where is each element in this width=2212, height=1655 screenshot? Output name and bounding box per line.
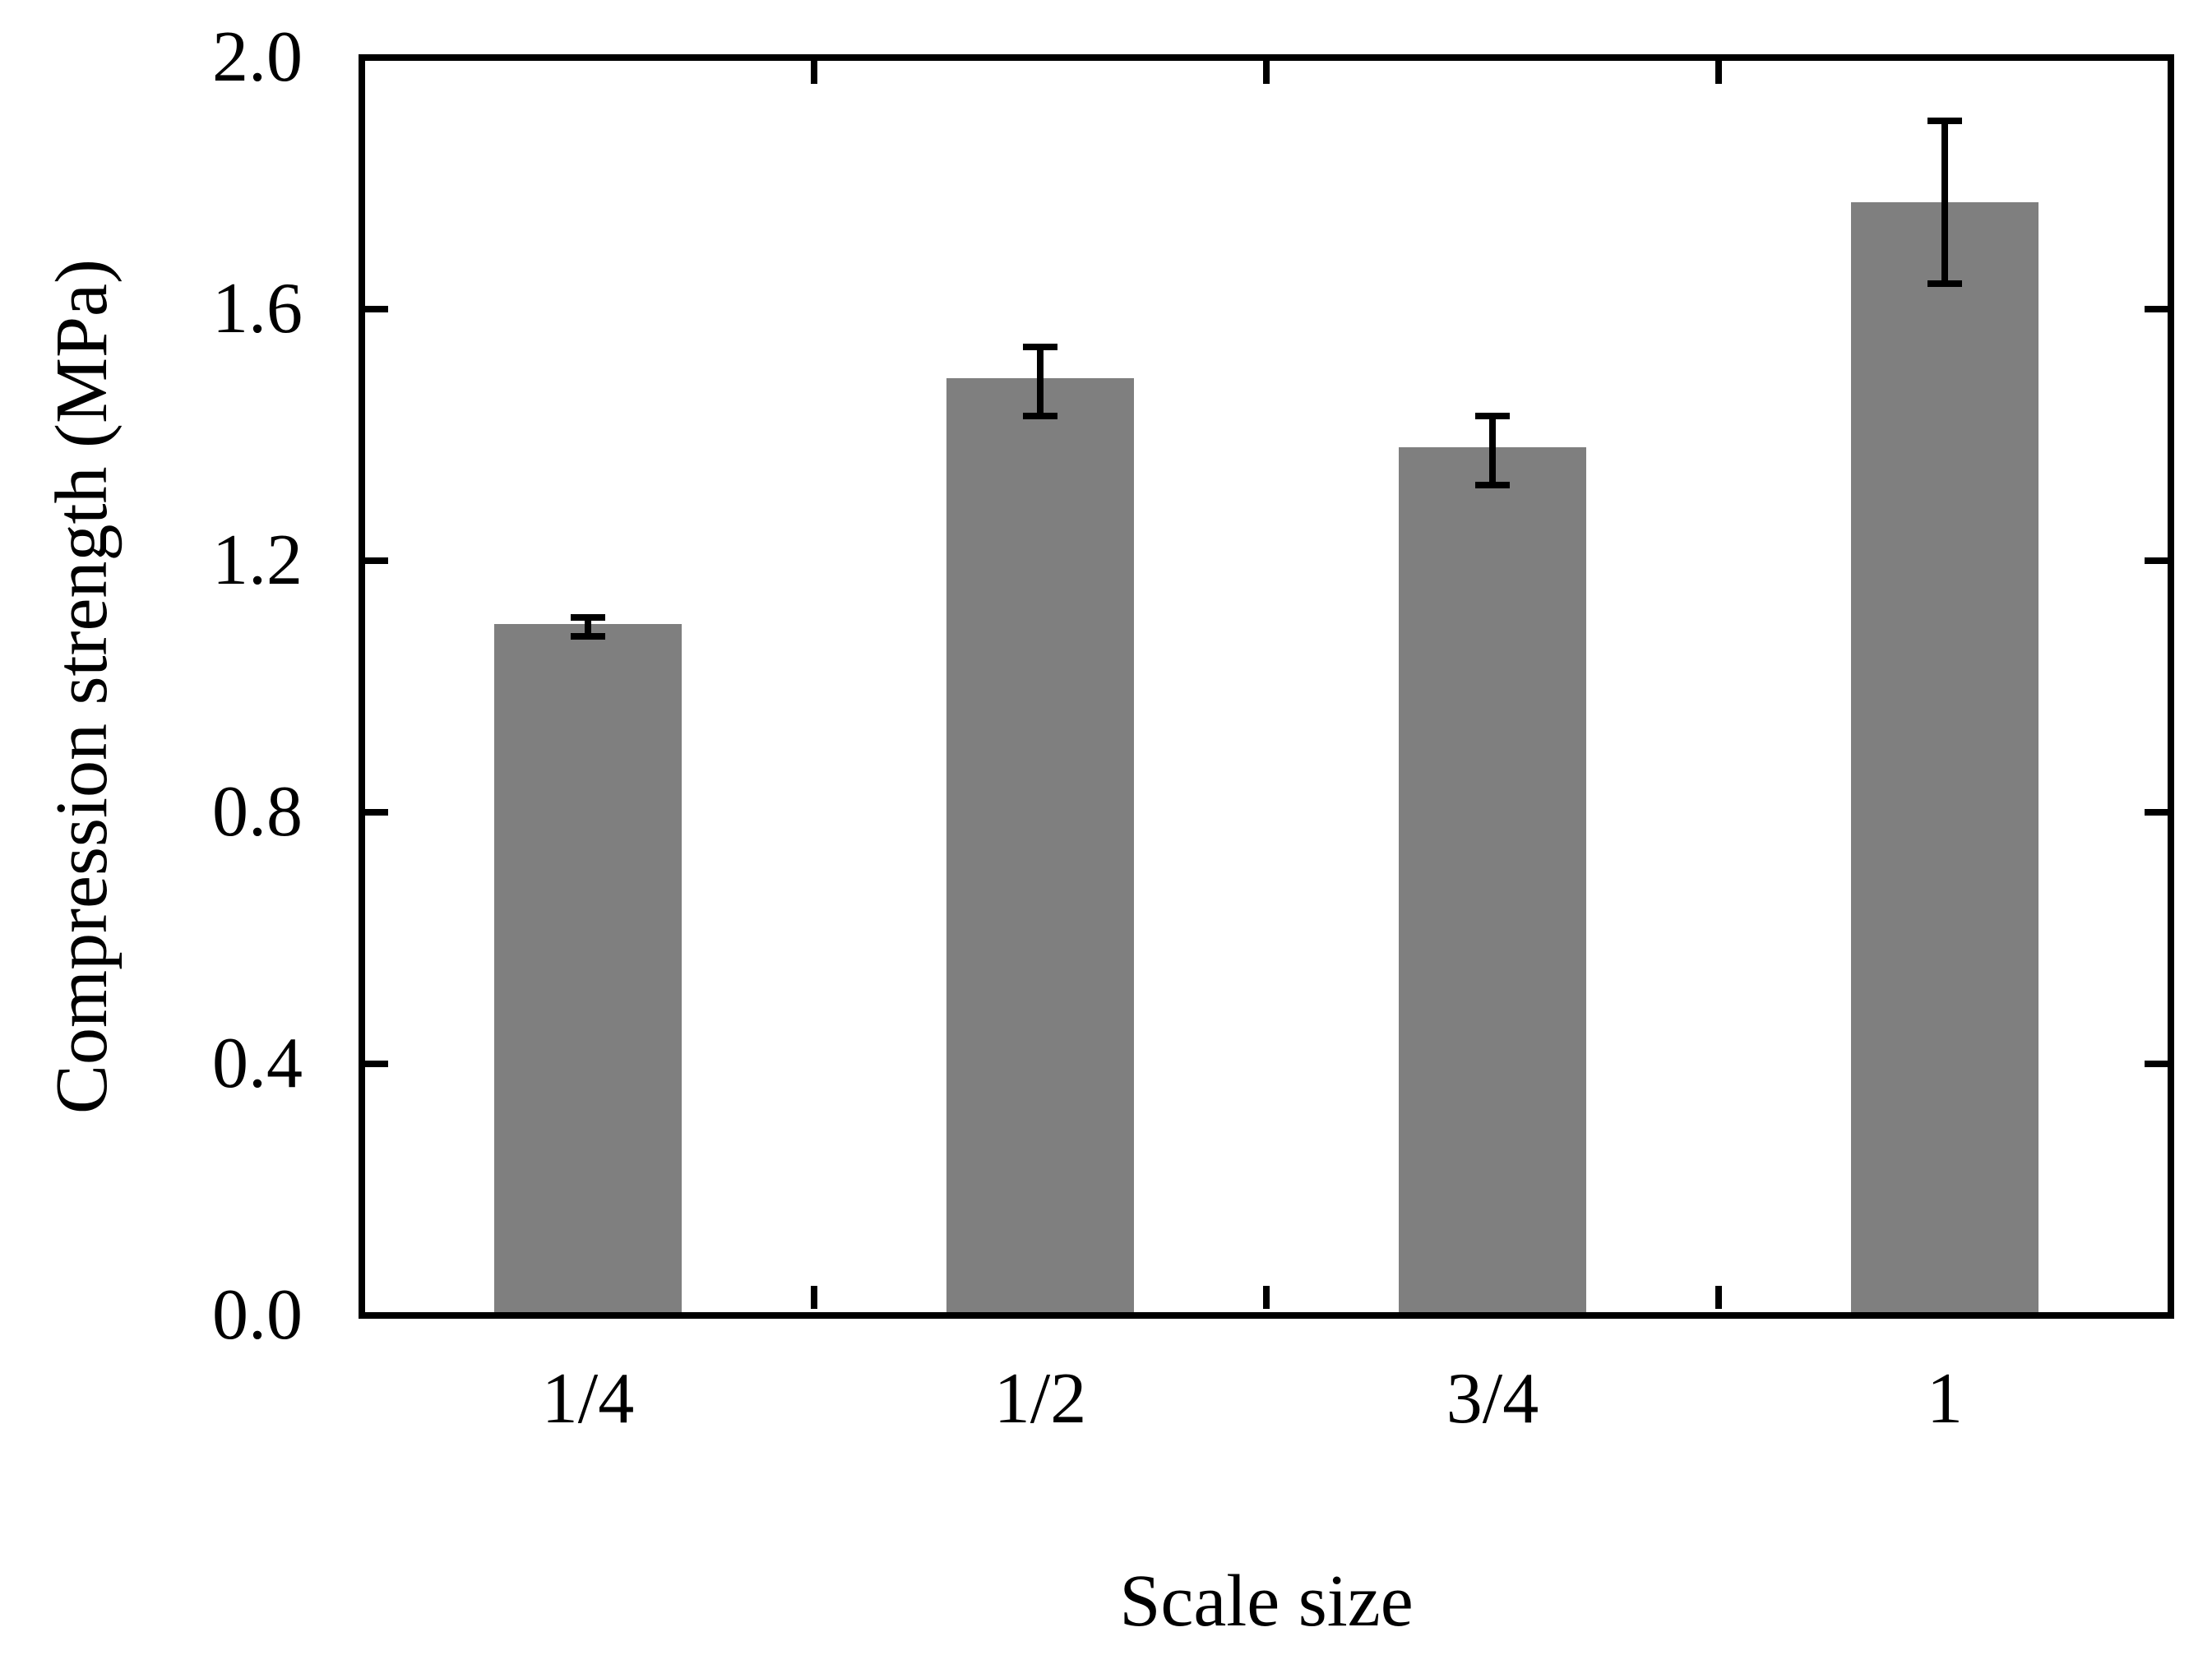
- y-axis-tick: [2145, 306, 2168, 312]
- bar: [946, 378, 1134, 1315]
- bar: [1851, 201, 2038, 1315]
- y-axis-tick: [365, 809, 388, 816]
- y-axis-tick: [2145, 809, 2168, 816]
- error-bar-cap: [1927, 117, 1962, 124]
- y-tick-label: 1.6: [212, 269, 303, 349]
- y-axis-tick: [365, 1061, 388, 1067]
- x-axis-tick: [811, 61, 817, 84]
- y-axis-tick: [365, 557, 388, 564]
- x-axis-tick: [1263, 1286, 1270, 1309]
- error-bar-cap: [571, 613, 605, 621]
- y-tick-label: 0.4: [212, 1024, 303, 1103]
- error-bar-stem: [1037, 346, 1044, 417]
- y-tick-label: 1.2: [212, 520, 303, 600]
- y-axis-title: Compression strength (MPa): [41, 259, 123, 1114]
- y-tick-label: 0.0: [212, 1275, 303, 1355]
- bar: [1399, 447, 1586, 1315]
- x-tick-label: 1/2: [993, 1359, 1087, 1439]
- y-axis-tick: [365, 306, 388, 312]
- error-bar-cap: [571, 632, 605, 640]
- y-tick-label: 0.8: [212, 772, 303, 852]
- x-axis-tick: [1715, 1286, 1722, 1309]
- error-bar-cap: [1475, 413, 1510, 420]
- error-bar-stem: [585, 617, 591, 636]
- y-axis-tick: [2145, 557, 2168, 564]
- x-axis-tick: [1715, 61, 1722, 84]
- error-bar-stem: [1941, 120, 1948, 284]
- y-axis-tick: [2145, 1061, 2168, 1067]
- error-bar-cap: [1475, 482, 1510, 489]
- error-bar-cap: [1927, 280, 1962, 288]
- x-tick-label: 3/4: [1446, 1359, 1539, 1439]
- error-bar-cap: [1023, 343, 1057, 350]
- error-bar-stem: [1489, 416, 1496, 486]
- x-tick-label: 1: [1927, 1359, 1963, 1439]
- y-tick-label: 2.0: [212, 17, 303, 97]
- error-bar-cap: [1023, 413, 1057, 420]
- x-axis-title: Scale size: [1119, 1560, 1414, 1642]
- x-axis-tick: [811, 1286, 817, 1309]
- x-tick-label: 1/4: [541, 1359, 635, 1439]
- bar: [494, 623, 682, 1315]
- x-axis-tick: [1263, 61, 1270, 84]
